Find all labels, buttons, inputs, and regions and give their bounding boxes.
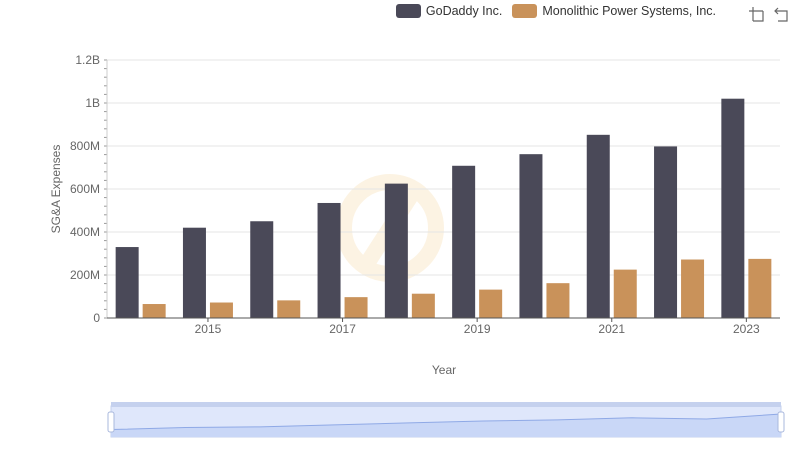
x-tick-label: 2015 <box>195 322 222 336</box>
bar-monolithic-2018[interactable] <box>411 293 435 318</box>
bar-godaddy-2017[interactable] <box>317 202 341 318</box>
zoom-handle-left[interactable] <box>107 411 115 433</box>
bar-godaddy-2015[interactable] <box>182 227 206 318</box>
legend-label-monolithic: Monolithic Power Systems, Inc. <box>542 4 716 18</box>
y-tick-label: 0 <box>93 311 100 325</box>
legend-swatch-monolithic <box>512 4 538 18</box>
legend: GoDaddy Inc. Monolithic Power Systems, I… <box>395 4 716 18</box>
bar-godaddy-2022[interactable] <box>654 146 678 318</box>
data-zoom-slider[interactable] <box>107 402 785 438</box>
bar-monolithic-2017[interactable] <box>344 297 368 318</box>
bar-godaddy-2023[interactable] <box>721 98 745 318</box>
grid-lines <box>107 59 780 276</box>
legend-item-monolithic[interactable]: Monolithic Power Systems, Inc. <box>512 4 716 18</box>
y-tick-label: 400M <box>70 225 100 239</box>
bar-monolithic-2023[interactable] <box>748 258 772 318</box>
bar-monolithic-2015[interactable] <box>209 302 233 318</box>
bar-monolithic-2019[interactable] <box>479 289 503 318</box>
bar-godaddy-2020[interactable] <box>519 154 543 318</box>
bar-monolithic-2020[interactable] <box>546 283 570 318</box>
zoom-icon[interactable] <box>748 6 764 22</box>
y-axis-label: SG&A Expenses <box>49 145 63 234</box>
y-tick-label: 1B <box>85 96 100 110</box>
legend-item-godaddy[interactable]: GoDaddy Inc. <box>395 4 503 18</box>
y-tick-label: 800M <box>70 139 100 153</box>
x-tick-label: 2023 <box>733 322 760 336</box>
x-tick-label: 2021 <box>598 322 625 336</box>
zoom-overview-area <box>111 414 781 437</box>
bar-godaddy-2021[interactable] <box>586 134 610 318</box>
x-tick-label: 2019 <box>464 322 491 336</box>
y-tick-label: 600M <box>70 182 100 196</box>
legend-swatch-godaddy <box>395 4 421 18</box>
bars <box>115 98 772 318</box>
legend-label-godaddy: GoDaddy Inc. <box>425 4 503 18</box>
bar-monolithic-2016[interactable] <box>277 300 301 318</box>
x-axis: 2015 2017 2019 2021 2023 <box>107 317 780 336</box>
zoom-handle-right[interactable] <box>777 411 785 433</box>
bar-monolithic-2014[interactable] <box>142 304 166 318</box>
toolbox <box>748 6 790 22</box>
x-axis-label: Year <box>432 363 456 377</box>
bar-godaddy-2019[interactable] <box>452 165 476 318</box>
bar-godaddy-2014[interactable] <box>115 247 139 318</box>
x-tick-label: 2017 <box>329 322 356 336</box>
bar-monolithic-2021[interactable] <box>613 269 637 318</box>
bar-godaddy-2018[interactable] <box>384 183 408 318</box>
bar-godaddy-2016[interactable] <box>250 221 274 318</box>
zoom-overview-line <box>110 413 782 431</box>
zoom-move-bar[interactable] <box>111 402 781 407</box>
y-tick-label: 1.2B <box>75 53 100 67</box>
restore-icon[interactable] <box>774 6 790 22</box>
bar-monolithic-2022[interactable] <box>681 259 705 318</box>
y-axis-ticks: 0 200M 400M 600M 800M 1B 1.2B <box>70 53 108 325</box>
y-tick-label: 200M <box>70 268 100 282</box>
